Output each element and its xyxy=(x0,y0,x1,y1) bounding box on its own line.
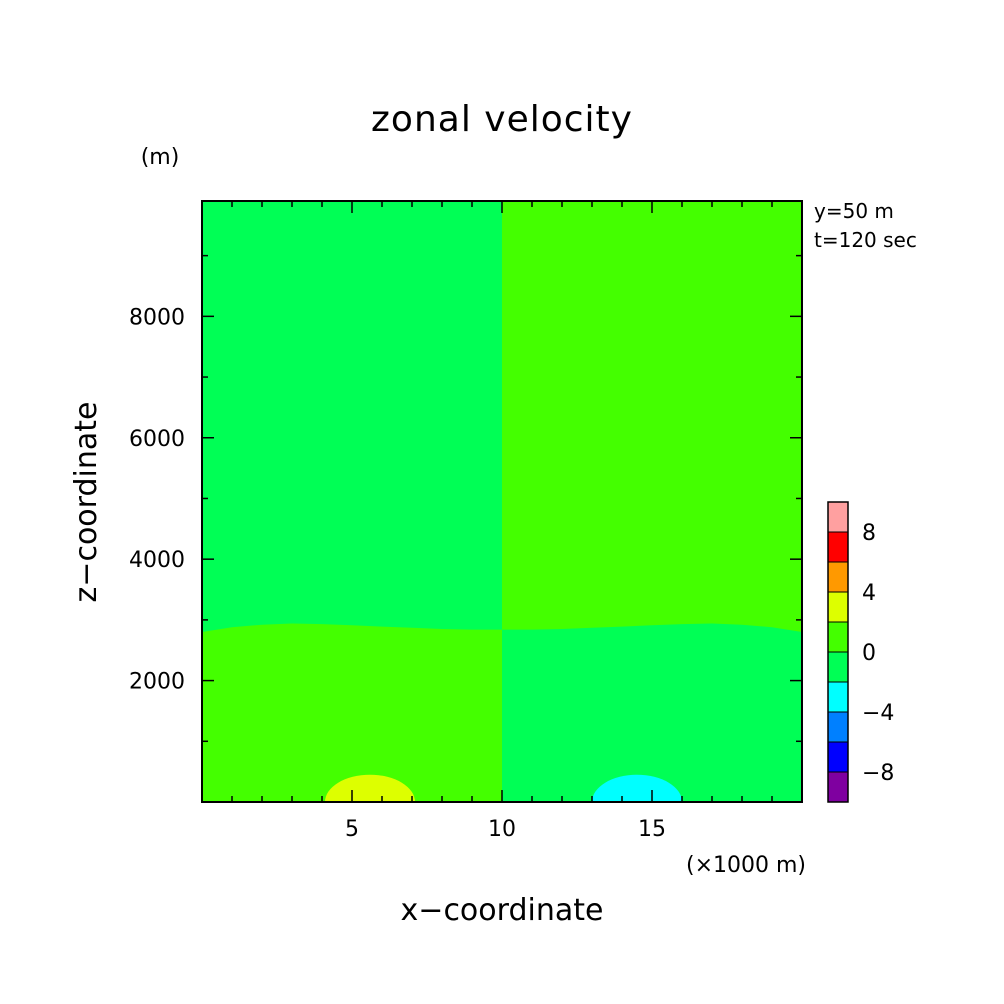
y-units-label: (m) xyxy=(141,145,180,170)
colorbar-segment xyxy=(827,771,849,803)
x-tick-label: 5 xyxy=(345,817,359,842)
annotation-y: y=50 m xyxy=(814,199,894,223)
colorbar-tick-label: 8 xyxy=(862,521,876,546)
x-tick-label: 10 xyxy=(488,817,516,842)
plot-frame xyxy=(201,200,803,803)
colorbar-segment xyxy=(827,591,849,623)
field-region-upper-right xyxy=(502,201,802,632)
plot-area xyxy=(201,200,803,803)
colorbar-segment xyxy=(827,741,849,773)
y-axis-label: z−coordinate xyxy=(69,402,104,603)
field-region-lower-left xyxy=(202,623,502,802)
colorbar-tick-label: −8 xyxy=(862,761,894,786)
colorbar-segment xyxy=(827,681,849,713)
y-tick-label: 2000 xyxy=(129,670,185,695)
colorbar-segment xyxy=(827,561,849,593)
colorbar-frame xyxy=(827,501,849,803)
colorbar-segment xyxy=(827,621,849,653)
colorbar-tick-label: 4 xyxy=(862,581,876,606)
field-bubble-left xyxy=(325,774,415,802)
annotation-t: t=120 sec xyxy=(814,228,917,252)
y-tick-label: 8000 xyxy=(129,305,185,330)
colorbar-segment xyxy=(827,651,849,683)
colorbar-segment xyxy=(827,711,849,743)
colorbar-segment xyxy=(827,501,849,533)
colorbar xyxy=(827,501,849,803)
y-tick-labels: 2000 4000 6000 8000 xyxy=(129,305,185,694)
colorbar-labels: −8 −4 0 4 8 xyxy=(862,521,894,786)
x-tick-label: 15 xyxy=(638,817,666,842)
y-tick-label: 6000 xyxy=(129,427,185,452)
x-units-label: (×1000 m) xyxy=(686,853,806,878)
x-tick-labels: 5 10 15 xyxy=(345,817,666,842)
colorbar-tick-label: 0 xyxy=(862,641,876,666)
field-bubble-right xyxy=(592,774,682,802)
chart-title: zonal velocity xyxy=(371,99,633,140)
x-axis-label: x−coordinate xyxy=(401,893,604,928)
colorbar-tick-label: −4 xyxy=(862,701,894,726)
colorbar-segment xyxy=(827,531,849,563)
y-tick-label: 4000 xyxy=(129,548,185,573)
